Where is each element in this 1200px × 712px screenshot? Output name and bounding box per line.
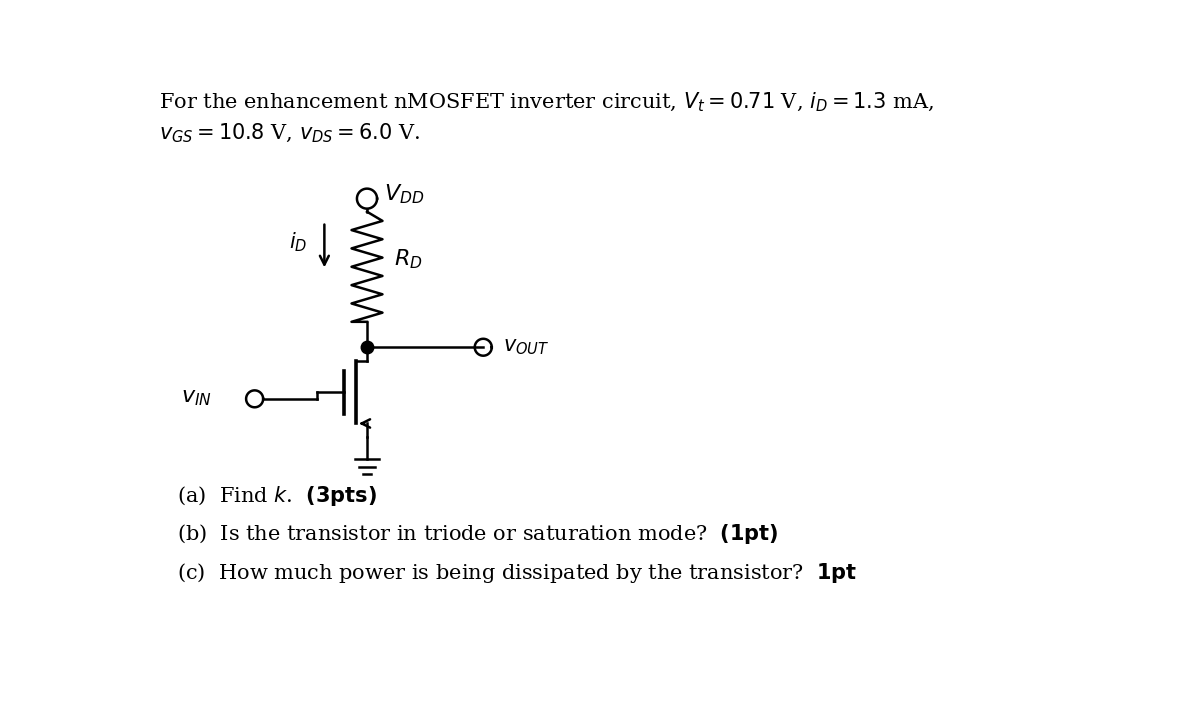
Text: (a)  Find $k$.  $\mathbf{(3pts)}$: (a) Find $k$. $\mathbf{(3pts)}$ — [178, 483, 377, 508]
Text: (c)  How much power is being dissipated by the transistor?  $\mathbf{1pt}$: (c) How much power is being dissipated b… — [178, 560, 857, 585]
Text: $R_D$: $R_D$ — [394, 247, 422, 271]
Text: $V_{DD}$: $V_{DD}$ — [384, 182, 425, 206]
Text: (b)  Is the transistor in triode or saturation mode?  $\mathbf{(1pt)}$: (b) Is the transistor in triode or satur… — [178, 522, 779, 546]
Text: $v_{OUT}$: $v_{OUT}$ — [504, 337, 550, 357]
Text: $i_D$: $i_D$ — [289, 231, 307, 254]
Text: $v_{GS} = 10.8$ V, $v_{DS} = 6.0$ V.: $v_{GS} = 10.8$ V, $v_{DS} = 6.0$ V. — [160, 122, 420, 145]
Text: $v_{IN}$: $v_{IN}$ — [181, 387, 212, 408]
Text: For the enhancement nMOSFET inverter circuit, $V_t = 0.71$ V, $i_D = 1.3$ mA,: For the enhancement nMOSFET inverter cir… — [160, 91, 934, 114]
